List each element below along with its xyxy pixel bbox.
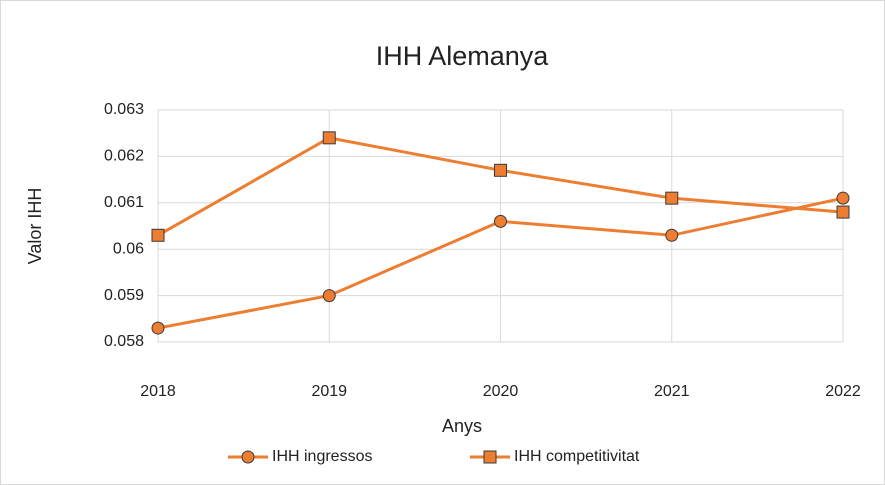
x-tick-label: 2018 — [140, 383, 176, 400]
data-point — [151, 321, 165, 335]
data-point — [494, 214, 507, 228]
legend-marker — [483, 450, 497, 464]
data-point — [151, 228, 165, 242]
y-axis-label: Valor IHH — [25, 188, 45, 265]
x-tick-label: 2020 — [483, 383, 519, 400]
data-point — [322, 131, 336, 145]
data-point — [322, 289, 336, 303]
x-axis-label: Anys — [442, 416, 482, 436]
x-tick-label: 2021 — [654, 383, 690, 400]
x-tick-label: 2019 — [311, 383, 347, 400]
data-point — [665, 228, 679, 242]
legend-marker — [241, 450, 255, 464]
legend-label: IHH competitivitat — [514, 448, 640, 465]
y-tick-label: 0.058 — [104, 333, 144, 350]
y-tick-label: 0.059 — [104, 287, 144, 304]
data-point — [836, 191, 850, 205]
y-tick-label: 0.061 — [104, 194, 144, 211]
y-tick-label: 0.062 — [104, 148, 144, 165]
legend-label: IHH ingressos — [272, 448, 372, 465]
y-tick-label: 0.063 — [104, 101, 144, 118]
data-point — [836, 205, 850, 219]
x-tick-label: 2022 — [825, 383, 861, 400]
chart-title: IHH Alemanya — [376, 41, 550, 71]
data-point — [494, 163, 507, 177]
y-tick-label: 0.06 — [113, 240, 144, 257]
data-point — [665, 191, 679, 205]
